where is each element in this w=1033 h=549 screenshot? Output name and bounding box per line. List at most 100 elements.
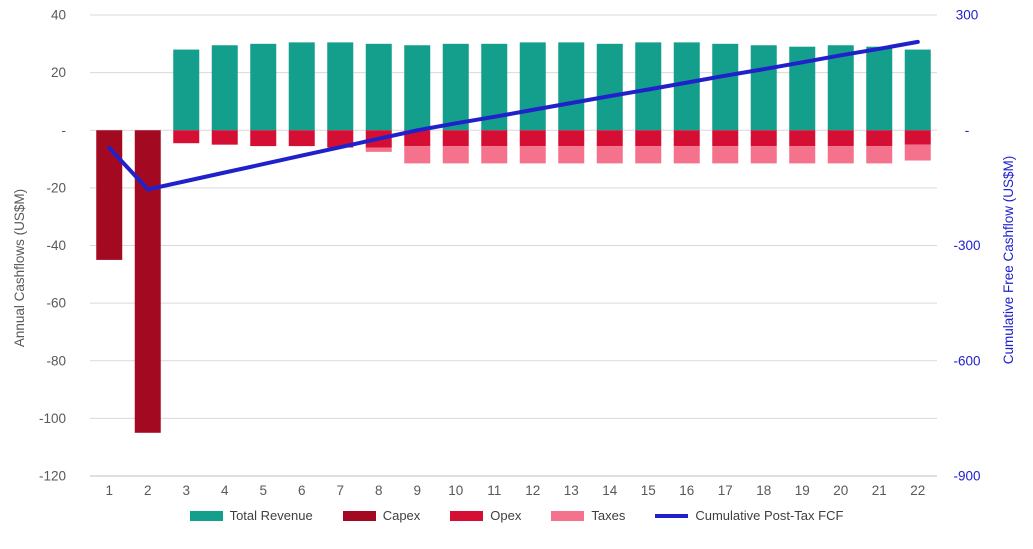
bar-opex-year-13 [558,130,585,147]
x-tick-label-18: 18 [756,483,771,498]
bar-total-revenue-year-5 [250,43,277,131]
bar-opex-year-11 [481,130,508,147]
legend-label-cumulative-post-tax-fcf: Cumulative Post-Tax FCF [695,508,844,523]
legend-item-capex: Capex [342,508,420,523]
x-tick-label-20: 20 [833,483,848,498]
legend-item-cumulative-post-tax-fcf: Cumulative Post-Tax FCF [655,508,843,523]
bar-total-revenue-year-16 [673,42,700,131]
left-tick-label: -60 [46,296,66,311]
right-tick-label: -300 [953,238,980,253]
chart-legend: Total Revenue Capex Opex Taxes Cumulative Po… [0,508,1033,523]
left-tick-label: - [62,123,67,138]
bar-opex-year-18 [750,130,777,147]
bar-capex-year-1 [96,130,123,260]
bar-opex-year-14 [596,130,623,147]
legend-label-total-revenue: Total Revenue [229,508,313,523]
bar-total-revenue-year-6 [288,42,315,131]
left-tick-label: 40 [51,8,66,23]
x-tick-label-4: 4 [221,483,229,498]
x-tick-label-7: 7 [336,483,344,498]
bar-taxes-year-11 [481,146,508,164]
bar-opex-year-22 [904,130,931,145]
x-tick-label-17: 17 [718,483,733,498]
bar-opex-year-20 [827,130,854,147]
x-tick-label-5: 5 [259,483,267,498]
legend-item-total-revenue: Total Revenue [189,508,313,523]
legend-swatch-opex [450,510,484,521]
bar-taxes-year-9 [404,146,431,164]
bar-total-revenue-year-13 [558,42,585,131]
bar-taxes-year-19 [789,146,816,164]
bar-capex-year-2 [134,130,161,433]
bar-taxes-year-21 [866,146,893,164]
bar-total-revenue-year-4 [211,45,238,131]
bar-opex-year-21 [866,130,893,147]
x-tick-label-12: 12 [525,483,540,498]
bar-opex-year-3 [173,130,200,144]
x-tick-label-11: 11 [487,483,501,498]
bar-total-revenue-year-22 [904,49,931,131]
legend-item-opex: Opex [450,508,521,523]
bar-total-revenue-year-3 [173,49,200,131]
x-tick-label-9: 9 [413,483,421,498]
cumulative-fcf-line [107,39,920,192]
legend-swatch-taxes [551,510,585,521]
bar-opex-year-19 [789,130,816,147]
bar-taxes-year-14 [596,146,623,164]
bar-opex-year-9 [404,130,431,147]
bar-taxes-year-17 [712,146,739,164]
bar-taxes-year-13 [558,146,585,164]
x-tick-label-19: 19 [795,483,810,498]
legend-swatch-capex [342,510,376,521]
x-tick-label-6: 6 [298,483,306,498]
left-tick-label: -120 [39,469,66,484]
x-tick-label-16: 16 [679,483,694,498]
bar-total-revenue-year-21 [866,46,893,131]
bar-taxes-year-8 [365,147,392,152]
bar-opex-year-4 [211,130,238,145]
bar-taxes-year-22 [904,144,931,161]
bar-total-revenue-year-18 [750,45,777,131]
left-axis-title: Annual Cashflows (US$M) [12,189,27,347]
legend-label-opex: Opex [490,508,522,523]
bar-opex-year-12 [519,130,546,147]
right-axis-title: Cumulative Free Cashflow (US$M) [1001,156,1016,365]
bar-opex-year-15 [635,130,662,147]
bar-taxes-year-10 [442,146,469,164]
right-tick-label: -900 [953,469,980,484]
right-tick-label: - [965,123,970,138]
left-tick-label: -40 [46,238,66,253]
bar-opex-year-17 [712,130,739,147]
bar-total-revenue-year-12 [519,42,546,131]
x-tick-label-21: 21 [872,483,887,498]
x-tick-label-8: 8 [375,483,383,498]
bar-total-revenue-year-17 [712,43,739,131]
bar-opex-year-7 [327,130,354,148]
legend-item-taxes: Taxes [551,508,625,523]
x-tick-label-1: 1 [105,483,113,498]
bar-total-revenue-year-7 [327,42,354,131]
left-tick-label: 20 [51,65,66,80]
x-tick-label-14: 14 [602,483,618,498]
left-axis-tick-labels: 40 20 - -20 -40 -60 -80 -100 -120 [39,8,66,484]
cumulative-post-tax-fcf-line [107,39,920,192]
x-tick-label-3: 3 [182,483,190,498]
bar-total-revenue-year-8 [365,43,392,131]
legend-swatch-cumulative-post-tax-fcf [655,513,689,518]
bar-total-revenue-year-9 [404,45,431,131]
bar-taxes-year-15 [635,146,662,164]
right-axis-tick-labels: 300 - -300 -600 -900 [953,8,980,484]
bar-taxes-year-12 [519,146,546,164]
bar-opex-year-10 [442,130,469,147]
bar-taxes-year-20 [827,146,854,164]
left-tick-label: -80 [46,353,66,368]
right-tick-label: 300 [956,8,979,23]
bar-opex-year-16 [673,130,700,147]
x-tick-label-10: 10 [448,483,463,498]
bar-opex-year-5 [250,130,277,147]
bar-total-revenue-year-14 [596,43,623,131]
x-tick-label-2: 2 [144,483,152,498]
legend-swatch-total-revenue [189,510,223,521]
